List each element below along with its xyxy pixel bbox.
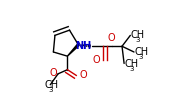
Text: NH: NH <box>75 41 91 51</box>
Text: 3: 3 <box>139 54 143 60</box>
Text: CH: CH <box>125 59 139 69</box>
Text: O: O <box>108 33 115 43</box>
Text: CH: CH <box>134 47 149 57</box>
Text: CH: CH <box>45 80 59 90</box>
Text: 3: 3 <box>135 37 140 43</box>
Text: O: O <box>79 70 87 80</box>
Text: 3: 3 <box>129 66 134 72</box>
Text: O: O <box>93 55 100 65</box>
Polygon shape <box>67 44 79 56</box>
Text: O: O <box>50 68 57 78</box>
Text: 3: 3 <box>49 87 53 93</box>
Text: CH: CH <box>131 30 145 40</box>
